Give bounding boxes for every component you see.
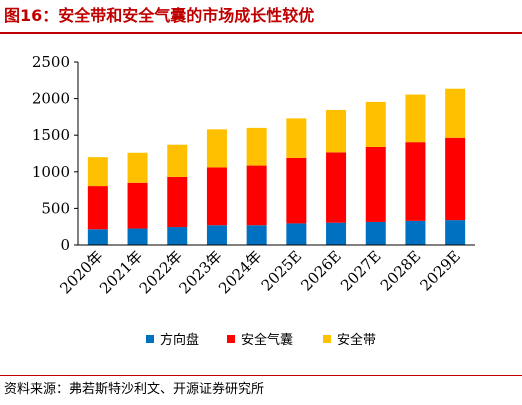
x-tick-label: 2026E	[297, 247, 344, 294]
bar-安全带-2025E	[286, 118, 307, 158]
y-tick-label: 1000	[32, 163, 70, 181]
bars	[87, 88, 466, 245]
bar-方向盘-2029E	[445, 220, 466, 245]
bar-方向盘-2023年	[206, 225, 227, 245]
y-tick-label: 1500	[32, 126, 70, 144]
bar-安全气囊-2026E	[326, 152, 347, 223]
bar-安全带-2029E	[445, 88, 466, 138]
y-tick-label: 2500	[32, 53, 70, 71]
bar-安全气囊-2025E	[286, 157, 307, 224]
x-tick-label: 2023年	[175, 247, 225, 297]
bar-方向盘-2022年	[167, 227, 188, 245]
bar-方向盘-2021年	[127, 228, 148, 245]
legend-swatch-方向盘	[146, 335, 154, 343]
bar-安全带-2021年	[127, 152, 148, 183]
bar-安全带-2027E	[365, 101, 386, 147]
x-tick-label: 2022年	[136, 247, 186, 297]
bar-安全气囊-2027E	[365, 146, 386, 222]
x-tick-label: 2025E	[258, 247, 305, 294]
bar-安全带-2024年	[246, 127, 267, 166]
bar-安全气囊-2029E	[445, 137, 466, 221]
bar-方向盘-2027E	[365, 221, 386, 245]
x-tick-label: 2024年	[215, 247, 265, 297]
bar-方向盘-2028E	[405, 220, 426, 245]
bar-安全气囊-2023年	[206, 167, 227, 226]
chart-area: 0 500 1000 1500 2000 2500 2020年2021年2022年2023…	[32, 53, 475, 348]
bar-方向盘-2020年	[87, 229, 108, 245]
bar-安全带-2023年	[206, 129, 227, 168]
legend-label-方向盘: 方向盘	[160, 332, 199, 348]
x-tick-label: 2020年	[56, 247, 106, 297]
y-tick-label: 0	[60, 236, 70, 254]
bar-安全气囊-2024年	[246, 165, 267, 226]
source-rule	[0, 375, 522, 376]
x-tick-label: 2027E	[337, 247, 384, 294]
bar-方向盘-2025E	[286, 223, 307, 245]
bar-安全带-2028E	[405, 94, 426, 143]
chart-title: 图16：安全带和安全气囊的市场成长性较优	[4, 6, 315, 25]
x-tick-label: 2029E	[417, 247, 464, 294]
bar-安全带-2026E	[326, 109, 347, 153]
y-tick-label: 500	[41, 199, 70, 217]
bar-安全气囊-2028E	[405, 142, 426, 221]
x-tick-label: 2021年	[96, 247, 146, 297]
x-tick-label: 2028E	[377, 247, 424, 294]
bar-方向盘-2026E	[326, 222, 347, 245]
bar-安全气囊-2021年	[127, 182, 148, 229]
bar-安全气囊-2020年	[87, 186, 108, 230]
title-rule	[0, 32, 522, 34]
legend-label-安全气囊: 安全气囊	[241, 332, 293, 348]
y-tick-label: 2000	[32, 90, 70, 108]
source-note: 资料来源：弗若斯特沙利文、开源证券研究所	[4, 382, 265, 397]
y-axis: 0 500 1000 1500 2000 2500	[32, 53, 79, 254]
bar-安全气囊-2022年	[167, 176, 188, 228]
bar-安全带-2020年	[87, 157, 108, 187]
bar-方向盘-2024年	[246, 225, 267, 245]
x-axis: 2020年2021年2022年2023年2024年2025E2026E2027E…	[56, 244, 475, 297]
legend-label-安全带: 安全带	[337, 332, 376, 348]
legend-swatch-安全气囊	[227, 335, 235, 343]
legend-swatch-安全带	[323, 335, 331, 343]
bar-安全带-2022年	[167, 144, 188, 177]
legend: 方向盘 安全气囊 安全带	[146, 332, 376, 348]
